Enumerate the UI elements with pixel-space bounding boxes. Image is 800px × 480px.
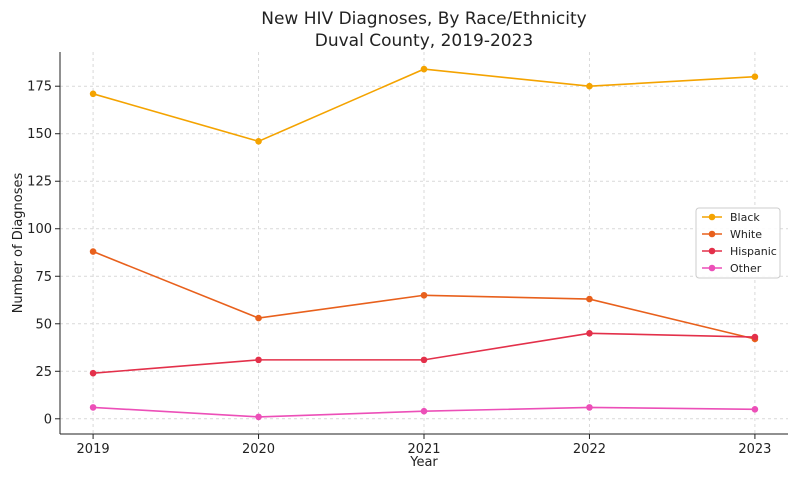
- data-point-black: [420, 65, 428, 73]
- x-tick-label: 2019: [77, 442, 110, 457]
- y-tick-label: 0: [44, 412, 52, 427]
- legend-label-black: Black: [730, 211, 760, 224]
- data-point-other: [89, 404, 97, 411]
- y-tick-label: 75: [35, 270, 52, 285]
- data-point-black: [255, 138, 262, 145]
- series-other: [89, 404, 759, 421]
- data-point-black: [586, 82, 593, 90]
- series-black: [89, 65, 759, 145]
- data-point-hispanic: [255, 356, 262, 364]
- series-hispanic: [89, 329, 759, 377]
- y-axis-label: Number of Diagnoses: [11, 172, 26, 313]
- legend-marker-white: [708, 230, 716, 238]
- legend-label-other: Other: [730, 262, 762, 275]
- data-point-other: [255, 413, 262, 421]
- data-point-black: [751, 73, 759, 81]
- legend-label-hispanic: Hispanic: [730, 245, 777, 258]
- data-point-other: [751, 405, 759, 413]
- legend-marker-black: [708, 213, 716, 221]
- grid: [60, 52, 788, 434]
- x-tick-label: 2020: [242, 442, 275, 457]
- x-tick-label: 2022: [573, 442, 606, 457]
- data-point-white: [255, 314, 262, 322]
- y-tick-label: 150: [27, 127, 52, 142]
- data-point-other: [586, 404, 593, 411]
- series: [89, 65, 759, 421]
- y-tick-label: 175: [27, 80, 52, 95]
- data-point-other: [420, 407, 428, 415]
- legend-marker-other: [708, 264, 716, 272]
- x-tick-label: 2021: [407, 442, 440, 457]
- y-tick-label: 25: [35, 365, 52, 380]
- data-point-hispanic: [751, 333, 759, 341]
- data-point-black: [89, 90, 97, 98]
- y-tick-label: 100: [27, 222, 52, 237]
- data-point-hispanic: [420, 356, 428, 364]
- legend-marker-hispanic: [708, 247, 716, 255]
- legend: Black White Hispanic Other: [695, 207, 781, 279]
- y-tick-label: 125: [27, 175, 52, 190]
- legend-frame: [695, 207, 781, 279]
- data-point-hispanic: [89, 369, 97, 377]
- data-point-white: [420, 291, 428, 299]
- legend-label-white: White: [730, 228, 762, 241]
- x-axis-label: Year: [409, 455, 438, 470]
- chart-title: New HIV Diagnoses, By Race/Ethnicity: [261, 9, 586, 29]
- data-point-white: [89, 248, 97, 255]
- data-point-hispanic: [586, 329, 593, 337]
- data-point-white: [586, 295, 593, 303]
- x-tick-label: 2023: [738, 442, 771, 457]
- y-tick-label: 50: [35, 317, 52, 332]
- ticks: 2019 2020 2021 2022 2023 0 25 50 75 100 125 150 175: [27, 80, 771, 457]
- chart-subtitle: Duval County, 2019-2023: [315, 31, 534, 51]
